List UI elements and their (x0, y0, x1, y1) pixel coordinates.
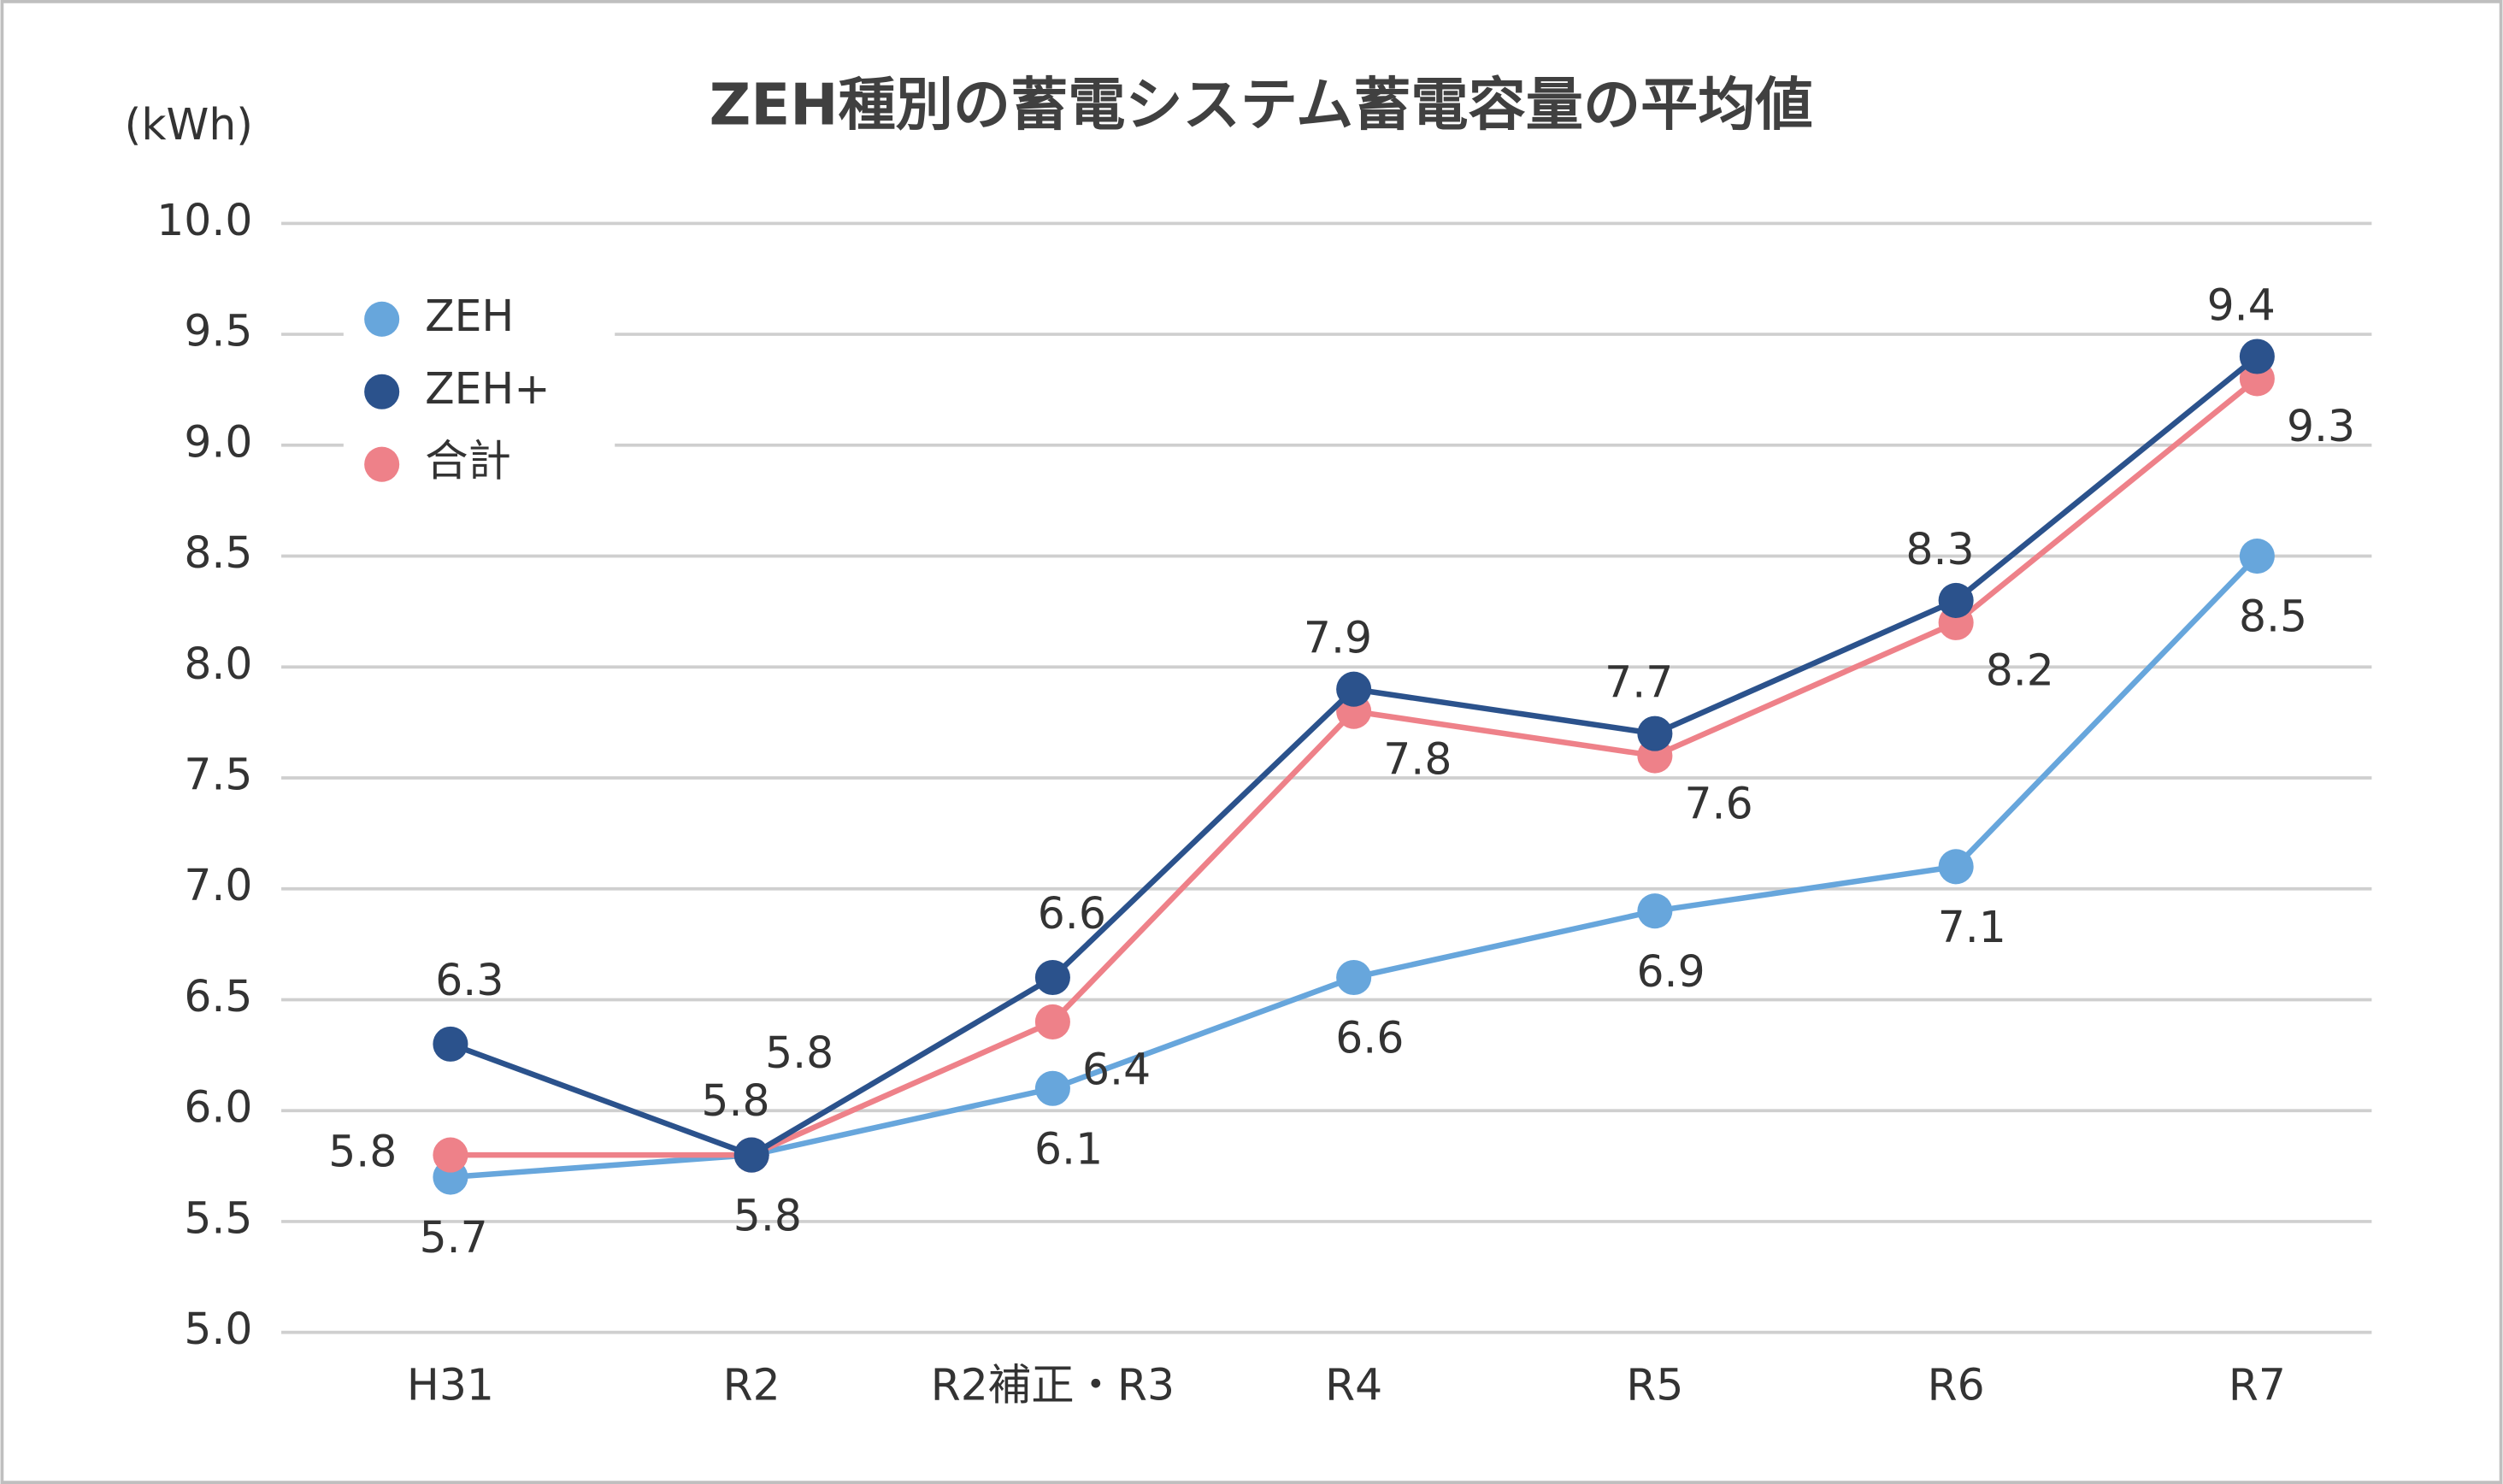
y-tick-label: 9.0 (184, 416, 252, 467)
data-label: 8.5 (2239, 592, 2307, 642)
data-point (1336, 959, 1372, 996)
data-point (1637, 716, 1673, 751)
legend-marker (364, 446, 400, 482)
data-label: 8.3 (1905, 524, 1974, 574)
data-label: 6.6 (1038, 888, 1106, 939)
legend-label: ZEH+ (425, 363, 550, 414)
data-label: 6.9 (1636, 946, 1705, 997)
x-tick-label: H31 (407, 1359, 494, 1410)
data-label: 5.8 (328, 1127, 397, 1177)
data-point (433, 1026, 468, 1062)
data-label: 7.9 (1304, 613, 1372, 663)
data-point (2239, 339, 2275, 374)
data-label: 6.1 (1034, 1123, 1103, 1174)
x-tick-label: R2補正・R3 (931, 1359, 1175, 1410)
data-label: 7.7 (1605, 657, 1673, 708)
data-label: 9.3 (2287, 401, 2355, 451)
legend-marker (364, 374, 400, 409)
data-point (1938, 582, 1974, 618)
data-point (1336, 671, 1372, 707)
data-label: 5.7 (420, 1212, 488, 1263)
x-tick-label: R4 (1325, 1359, 1382, 1410)
y-tick-label: 7.5 (184, 750, 252, 800)
y-tick-label: 5.5 (184, 1192, 252, 1243)
data-point (2239, 539, 2275, 574)
y-tick-label: 5.0 (184, 1304, 252, 1354)
data-point (1938, 849, 1974, 885)
y-tick-label: 7.0 (184, 860, 252, 910)
x-tick-label: R7 (2229, 1359, 2286, 1410)
data-label: 7.8 (1383, 733, 1452, 784)
data-label: 7.6 (1684, 778, 1752, 828)
chart-title: ZEH種別の蓄電システム蓄電容量の平均値 (710, 71, 1813, 138)
data-point (433, 1137, 468, 1173)
data-label: 6.4 (1082, 1045, 1151, 1095)
legend-label: 合計 (425, 436, 511, 486)
y-tick-label: 10.0 (156, 195, 252, 245)
y-tick-label: 9.5 (184, 306, 252, 356)
y-axis-label: (kWh) (125, 99, 253, 150)
y-tick-label: 8.5 (184, 527, 252, 578)
data-point (1034, 1004, 1070, 1039)
data-label: 6.6 (1335, 1013, 1404, 1063)
x-tick-label: R5 (1626, 1359, 1683, 1410)
y-tick-label: 8.0 (184, 639, 252, 689)
data-label: 7.1 (1938, 902, 2006, 952)
data-label: 5.8 (701, 1075, 769, 1126)
data-point (1034, 959, 1070, 996)
x-tick-label: R2 (723, 1359, 780, 1410)
y-tick-label: 6.5 (184, 971, 252, 1022)
data-label: 5.8 (733, 1190, 802, 1240)
data-point (1034, 1070, 1070, 1106)
legend-label: ZEH (425, 291, 514, 341)
data-label: 6.3 (435, 955, 504, 1005)
data-label: 9.4 (2207, 280, 2276, 331)
data-label: 5.8 (765, 1028, 833, 1078)
legend: ZEH ZEH+ 合計 (343, 279, 615, 503)
data-point (733, 1137, 769, 1173)
legend-marker (364, 301, 400, 337)
data-label: 8.2 (1986, 645, 2054, 696)
x-tick-label: R6 (1928, 1359, 1985, 1410)
data-point (1637, 893, 1673, 929)
y-tick-label: 6.0 (184, 1082, 252, 1133)
